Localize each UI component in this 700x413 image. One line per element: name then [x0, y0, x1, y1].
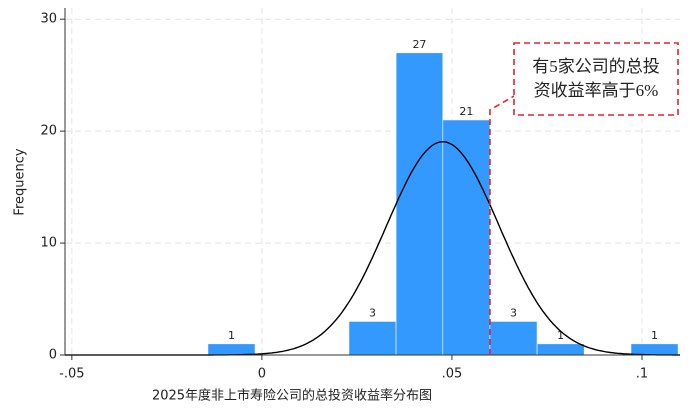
annotation-leader: [489, 95, 515, 355]
bar: [536, 343, 585, 356]
annotation-text: 资收益率高于6%: [534, 81, 659, 100]
y-axis-label: Frequency: [13, 148, 28, 215]
bar: [207, 343, 256, 356]
data-label: 1: [228, 329, 235, 342]
data-label: 3: [369, 306, 376, 319]
data-label: 21: [459, 105, 473, 118]
x-tick-label: 0: [258, 367, 266, 382]
data-label: 3: [510, 306, 517, 319]
bar: [630, 343, 679, 356]
bar: [395, 52, 444, 356]
annotation-box: [513, 42, 679, 116]
data-label: 1: [651, 329, 658, 342]
y-tick-label: 10: [40, 236, 57, 251]
annotation-text: 有5家公司的总投: [532, 57, 660, 76]
x-tick-label: -.05: [59, 367, 84, 382]
x-tick-label: .05: [442, 367, 463, 382]
y-tick-label: 30: [40, 12, 57, 27]
bar: [442, 119, 491, 356]
x-axis-label: 2025年度非上市寿险公司的总投资收益率分布图: [152, 388, 432, 404]
y-tick-label: 20: [40, 124, 57, 139]
bar: [489, 321, 538, 356]
data-label: 27: [412, 38, 426, 51]
y-tick-label: 0: [49, 348, 57, 363]
data-label: 1: [557, 329, 564, 342]
x-tick-label: .1: [636, 367, 648, 382]
bar: [348, 321, 397, 356]
